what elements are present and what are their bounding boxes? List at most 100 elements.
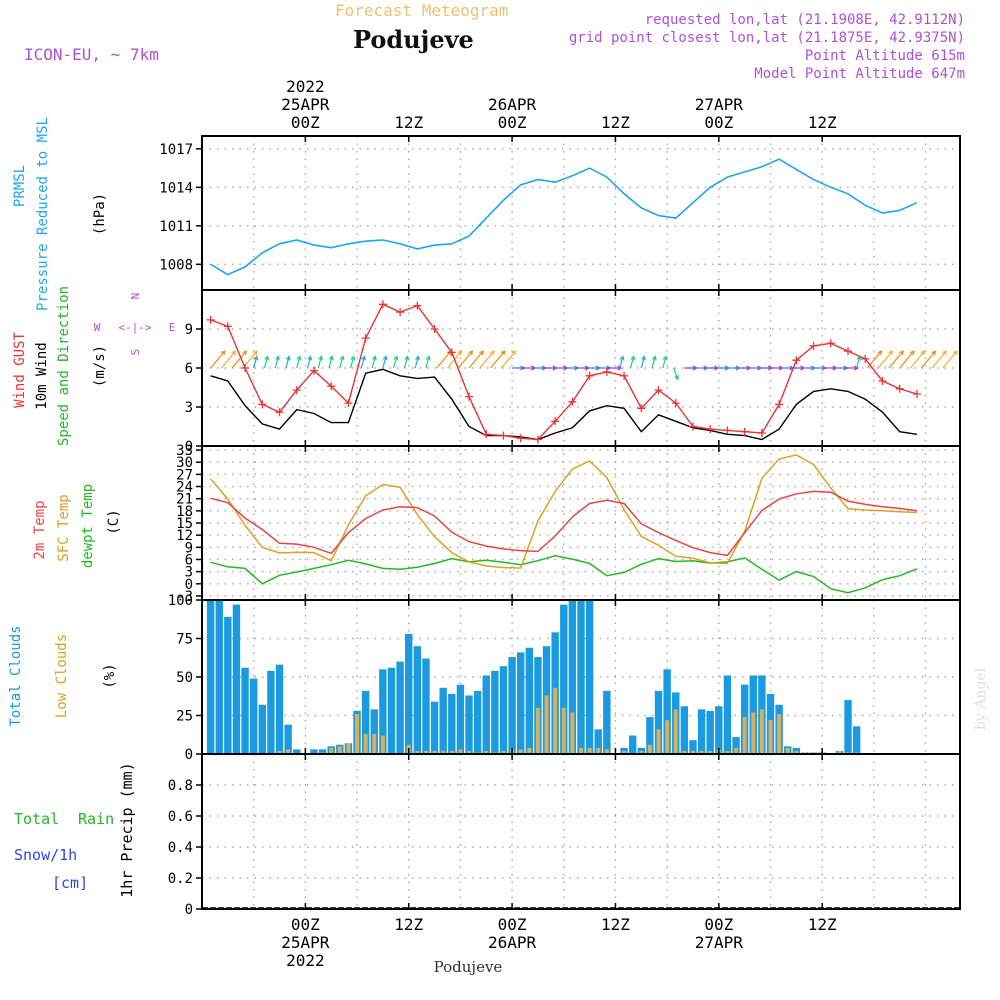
- pressure-label-short: PRMSL: [12, 165, 28, 207]
- wind-arrow: [920, 350, 936, 369]
- panel-frame: [201, 753, 961, 910]
- compass-east: E: [169, 321, 176, 334]
- total-cloud-bar: [499, 666, 508, 754]
- total-cloud-bar: [465, 695, 473, 754]
- gust-marker: [499, 431, 508, 440]
- wind-arrow-head: [489, 350, 495, 356]
- y-tick-label: -3: [176, 589, 193, 605]
- gust-marker: [861, 354, 870, 363]
- wind-arrow-head: [242, 350, 248, 356]
- wind-arrow-head: [264, 355, 270, 361]
- low-cloud-bar: [544, 695, 549, 754]
- gust-marker: [723, 426, 732, 435]
- gust-marker: [878, 377, 887, 385]
- wind-arrow: [856, 356, 861, 369]
- gust-marker: [413, 301, 422, 310]
- low-cloud-bar: [337, 746, 342, 754]
- bottom-date-label: 25APR: [281, 933, 330, 952]
- wind-arrow-head: [457, 350, 463, 356]
- total-cloud-bar: [232, 604, 241, 754]
- wind-arrow-head: [253, 355, 259, 361]
- low-cloud-bar: [372, 733, 377, 754]
- wind-arrow: [640, 356, 645, 369]
- wind-arrow-head: [318, 355, 323, 361]
- wind-arrow-head: [899, 350, 904, 356]
- wind-arrow: [382, 356, 387, 369]
- gust-marker: [551, 417, 560, 426]
- low-cloud-bar: [777, 713, 782, 754]
- gust-marker: [740, 427, 749, 436]
- total-cloud-bar: [706, 710, 714, 754]
- top-hour-label: 00Z: [704, 113, 733, 132]
- low-cloud-bar: [355, 713, 360, 754]
- total-cloud-bar: [680, 706, 689, 754]
- total-cloud-bar: [258, 704, 266, 754]
- y-tick-label: 12: [176, 528, 193, 544]
- gust-marker: [309, 366, 318, 375]
- y-tick-label: 21: [176, 492, 193, 508]
- grid-coords: grid point closest lon,lat (21.1875E, 42…: [569, 30, 965, 46]
- wind-arrow-head: [393, 355, 399, 361]
- low-cloud-bar: [553, 687, 558, 754]
- gust-marker: [912, 390, 921, 398]
- low-clouds-label: Low Clouds: [54, 634, 70, 718]
- gust-marker: [430, 325, 439, 333]
- temp-2m-line: [210, 490, 918, 557]
- gust-marker: [706, 425, 715, 434]
- total-cloud-bar: [284, 724, 292, 754]
- wind-arrow-head: [404, 355, 410, 361]
- y-tick-label: 1011: [159, 219, 193, 235]
- wind-arrow: [360, 356, 366, 369]
- total-cloud-bar: [439, 687, 447, 754]
- low-cloud-bar: [579, 747, 583, 754]
- low-cloud-bar: [415, 750, 420, 754]
- gust-marker: [327, 382, 336, 391]
- y-tick-label: 9: [185, 322, 193, 338]
- clouds-unit: (%): [102, 663, 118, 688]
- top-date-label: 27APR: [695, 95, 744, 114]
- top-date-label: 26APR: [488, 95, 537, 114]
- wind-arrow: [306, 356, 312, 369]
- total-cloud-bar: [422, 658, 430, 754]
- pressure-line: [210, 158, 918, 276]
- y-tick-label: 3: [185, 565, 193, 581]
- wind-unit: (m/s): [92, 345, 108, 387]
- wind-arrow: [619, 356, 624, 369]
- low-cloud-bar: [329, 747, 334, 754]
- wind-speed-line: [210, 368, 918, 441]
- panel-labels: PRMSL Pressure Reduced to MSL (hPa) Wind GU…: [8, 117, 136, 898]
- temp-unit: (C): [106, 509, 122, 534]
- total-cloud-bar: [663, 669, 671, 754]
- gust-marker: [533, 435, 542, 444]
- gust-marker: [585, 371, 594, 380]
- wind-arrow: [910, 350, 926, 369]
- wind-arrow-head: [350, 355, 356, 361]
- gust-marker: [482, 430, 491, 439]
- wind-arrow-head: [275, 355, 280, 361]
- total-cloud-bar: [224, 616, 232, 754]
- total-cloud-bar: [585, 600, 594, 754]
- bottom-date-label: 26APR: [488, 933, 537, 952]
- compass-south: S: [129, 349, 142, 356]
- y-tick-label: 0: [185, 747, 193, 763]
- total-cloud-bar: [491, 670, 499, 754]
- total-cloud-bar: [215, 600, 223, 754]
- low-cloud-bar: [604, 749, 609, 754]
- total-cloud-bar: [577, 600, 585, 754]
- low-cloud-bar: [432, 750, 437, 754]
- low-cloud-bar: [768, 720, 773, 754]
- wind-arrow: [931, 350, 947, 369]
- sfc-temp-line: [210, 454, 917, 569]
- low-cloud-bar: [734, 747, 739, 754]
- total-cloud-bar: [318, 749, 327, 754]
- wind-arrow-head: [619, 355, 625, 361]
- wind-arrow-head: [630, 355, 636, 361]
- footer-location: Podujeve: [434, 958, 503, 976]
- low-cloud-bar: [673, 709, 678, 754]
- y-tick-label: 27: [176, 467, 193, 483]
- low-cloud-bar: [837, 750, 842, 754]
- wind-speed-label: 10m Wind: [34, 342, 50, 409]
- gust-marker: [378, 300, 387, 309]
- low-cloud-bar: [363, 733, 368, 754]
